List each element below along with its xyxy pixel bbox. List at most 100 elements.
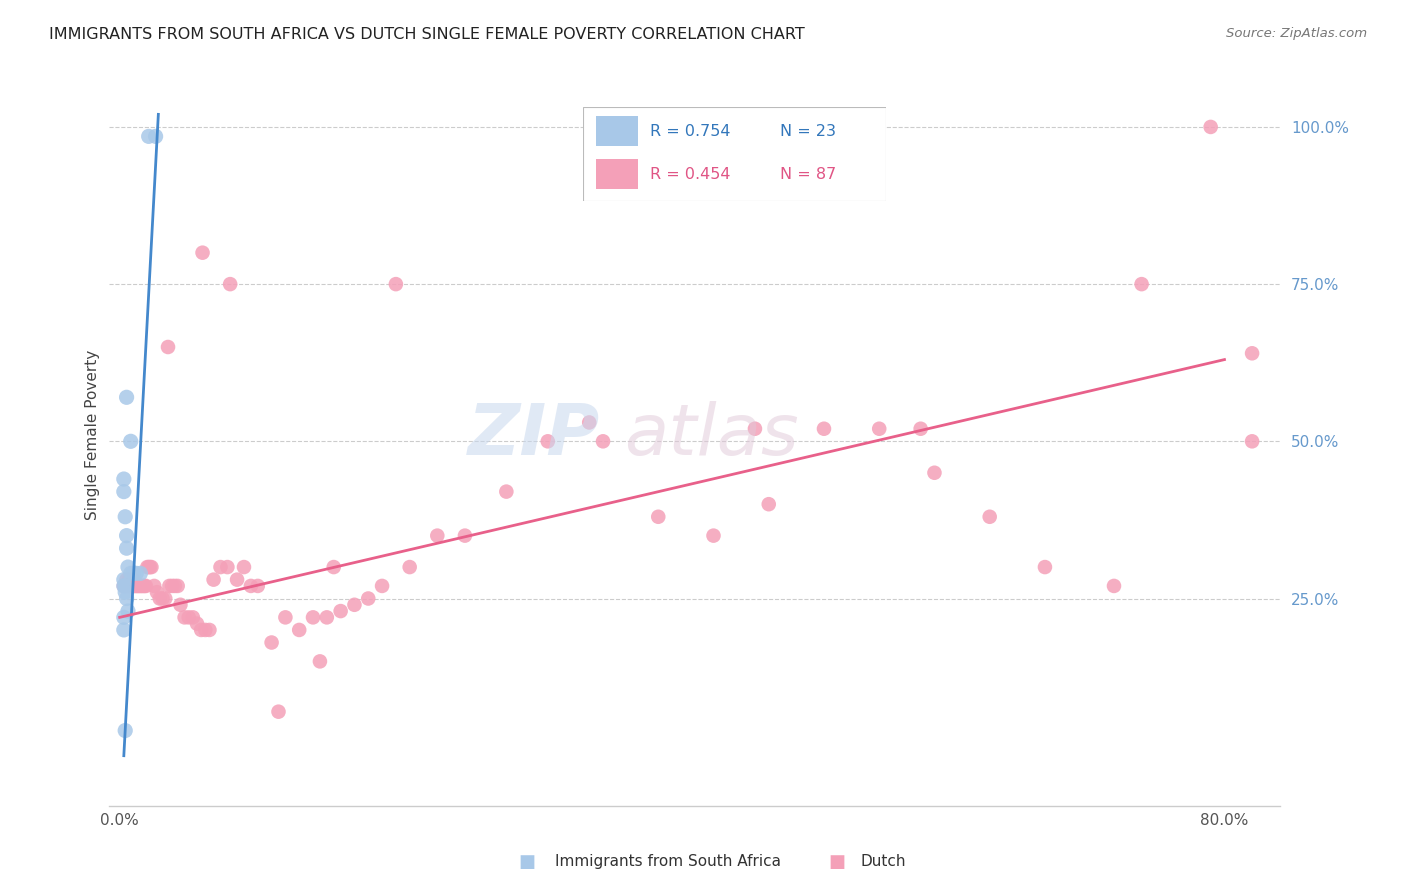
Point (114, 509, 136, 524)
Point (122, 579, 145, 593)
Point (120, 579, 142, 593)
Y-axis label: Single Female Poverty: Single Female Poverty (86, 350, 100, 520)
Text: Immigrants from South Africa: Immigrants from South Africa (555, 855, 782, 869)
Point (239, 579, 262, 593)
Point (813, 422, 835, 436)
Text: R = 0.754: R = 0.754 (650, 124, 731, 139)
Point (112, 579, 135, 593)
Point (537, 434, 560, 449)
Point (115, 541, 138, 556)
Point (173, 610, 195, 624)
Text: ■: ■ (828, 853, 845, 871)
Point (132, 579, 155, 593)
Point (135, 579, 157, 593)
Point (979, 509, 1001, 524)
Point (125, 566, 148, 581)
Text: N = 87: N = 87 (780, 167, 837, 182)
Point (138, 560, 160, 574)
Point (114, 723, 136, 738)
Text: R = 0.454: R = 0.454 (650, 167, 731, 182)
Point (288, 623, 311, 637)
Point (385, 277, 408, 292)
Point (302, 610, 325, 624)
Point (118, 579, 141, 593)
Point (194, 623, 217, 637)
Point (181, 610, 204, 624)
Point (924, 466, 946, 480)
Point (309, 654, 332, 668)
Point (114, 585, 136, 599)
Point (115, 591, 138, 606)
Point (117, 579, 139, 593)
Point (160, 579, 183, 593)
Point (131, 579, 153, 593)
Point (115, 390, 138, 404)
Point (118, 573, 141, 587)
Point (1033, 560, 1056, 574)
Point (233, 560, 256, 574)
Point (744, 422, 766, 436)
Point (910, 422, 932, 436)
Point (120, 579, 142, 593)
Text: N = 23: N = 23 (780, 124, 837, 139)
Point (758, 497, 780, 511)
Point (226, 573, 249, 587)
Point (592, 434, 614, 449)
Point (152, 591, 174, 606)
Point (155, 591, 177, 606)
Point (112, 579, 135, 593)
Point (149, 591, 172, 606)
Text: Source: ZipAtlas.com: Source: ZipAtlas.com (1226, 27, 1367, 40)
Point (120, 434, 142, 449)
FancyBboxPatch shape (583, 107, 886, 201)
Point (146, 585, 169, 599)
Point (1241, 434, 1264, 449)
Point (122, 566, 145, 581)
Point (1241, 346, 1264, 360)
Point (246, 579, 269, 593)
Text: Dutch: Dutch (860, 855, 905, 869)
Point (357, 591, 380, 606)
Point (124, 579, 146, 593)
Point (186, 616, 208, 631)
Point (647, 509, 669, 524)
Point (112, 472, 135, 486)
Point (1199, 120, 1222, 134)
Point (114, 579, 136, 593)
Text: ZIP: ZIP (468, 401, 600, 469)
Point (122, 573, 145, 587)
Point (426, 528, 449, 542)
Point (145, 129, 167, 144)
Point (329, 604, 352, 618)
Point (115, 579, 138, 593)
Point (141, 560, 163, 574)
Point (114, 579, 136, 593)
Point (260, 635, 283, 649)
Text: IMMIGRANTS FROM SOUTH AFRICA VS DUTCH SINGLE FEMALE POVERTY CORRELATION CHART: IMMIGRANTS FROM SOUTH AFRICA VS DUTCH SI… (49, 27, 806, 42)
Bar (596, 116, 638, 146)
Point (868, 422, 890, 436)
Bar (596, 160, 638, 189)
Point (128, 579, 150, 593)
Point (315, 610, 337, 624)
Point (371, 579, 394, 593)
Point (125, 579, 148, 593)
Point (163, 579, 186, 593)
Point (343, 598, 366, 612)
Point (454, 528, 477, 542)
Point (157, 579, 180, 593)
Point (112, 623, 135, 637)
Point (134, 579, 156, 593)
Point (115, 573, 138, 587)
Point (115, 528, 138, 542)
Point (169, 598, 191, 612)
Point (1130, 277, 1153, 292)
Point (202, 573, 225, 587)
Point (129, 566, 152, 581)
Point (117, 560, 139, 574)
Point (578, 416, 600, 430)
Text: atlas: atlas (624, 401, 799, 469)
Point (267, 705, 290, 719)
Point (217, 560, 239, 574)
Point (112, 573, 135, 587)
